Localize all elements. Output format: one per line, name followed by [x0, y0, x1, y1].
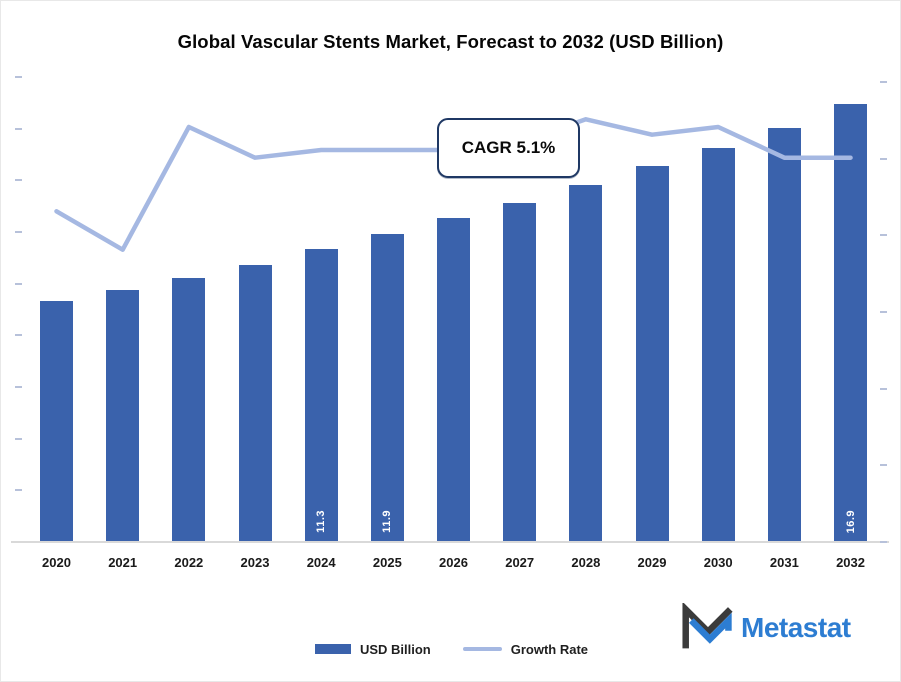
bar-2023 [238, 264, 272, 541]
bar-2031 [767, 127, 801, 541]
axis-tick [880, 81, 887, 83]
legend-line-swatch [462, 647, 502, 651]
legend: USD Billion Growth Rate [1, 637, 900, 661]
axis-tick [15, 179, 22, 182]
bar-2027 [503, 202, 537, 541]
legend-bar-swatch [314, 644, 351, 654]
x-axis-label-2020: 2020 [42, 555, 71, 570]
x-axis-label-2030: 2030 [703, 555, 733, 570]
metastat-logo: Metastat [682, 603, 851, 653]
bar-2030 [701, 148, 735, 541]
axis-tick [880, 541, 887, 543]
x-axis-label-2027: 2027 [505, 555, 535, 570]
axis-tick [880, 234, 887, 237]
axis-tick [15, 437, 22, 440]
x-axis-label-2032: 2032 [836, 555, 865, 570]
bar-2022 [172, 277, 206, 541]
axis-tick [15, 334, 22, 337]
bar-data-label: 11.9 [381, 510, 394, 533]
axis-tick [15, 386, 22, 388]
metastat-logo-mark-icon [682, 603, 733, 649]
chart-title: Global Vascular Stents Market, Forecast … [177, 31, 724, 52]
bar-2021 [106, 290, 140, 541]
axis-tick [880, 311, 887, 313]
axis-tick [15, 282, 22, 285]
bar-data-label: 16.9 [844, 509, 857, 533]
axis-tick [15, 231, 22, 233]
bar-2029 [635, 166, 669, 541]
axis-tick [15, 76, 22, 78]
legend-line-label: Growth Rate [510, 641, 589, 657]
bar-2024: 11.3 [304, 249, 338, 541]
bar-2026 [437, 218, 471, 541]
axis-tick [880, 464, 887, 467]
x-axis-label-2021: 2021 [108, 555, 138, 570]
bar-2025: 11.9 [370, 233, 404, 541]
x-axis-line [11, 541, 889, 543]
x-axis-label-2028: 2028 [571, 555, 601, 570]
x-axis-label-2024: 2024 [306, 555, 336, 570]
axis-tick [15, 489, 22, 492]
axis-tick [880, 387, 887, 390]
bar-2028 [569, 184, 603, 541]
bar-2032: 16.9 [834, 104, 868, 541]
x-axis-label-2029: 2029 [637, 555, 667, 570]
metastat-logo-text: Metastat [741, 612, 851, 643]
axis-tick [880, 157, 887, 160]
legend-bar-label: USD Billion [359, 641, 431, 657]
cagr-callout-label: CAGR 5.1% [461, 138, 556, 157]
bar-data-label: 11.3 [315, 510, 328, 533]
cagr-callout: CAGR 5.1% [437, 118, 580, 178]
axis-tick [15, 127, 22, 130]
x-axis-label-2031: 2031 [769, 555, 799, 570]
x-axis-label-2025: 2025 [372, 555, 402, 570]
x-axis-label-2023: 2023 [240, 555, 270, 570]
x-axis-label-2026: 2026 [439, 555, 468, 570]
x-axis-label-2022: 2022 [174, 555, 204, 570]
bar-2020 [40, 300, 73, 541]
